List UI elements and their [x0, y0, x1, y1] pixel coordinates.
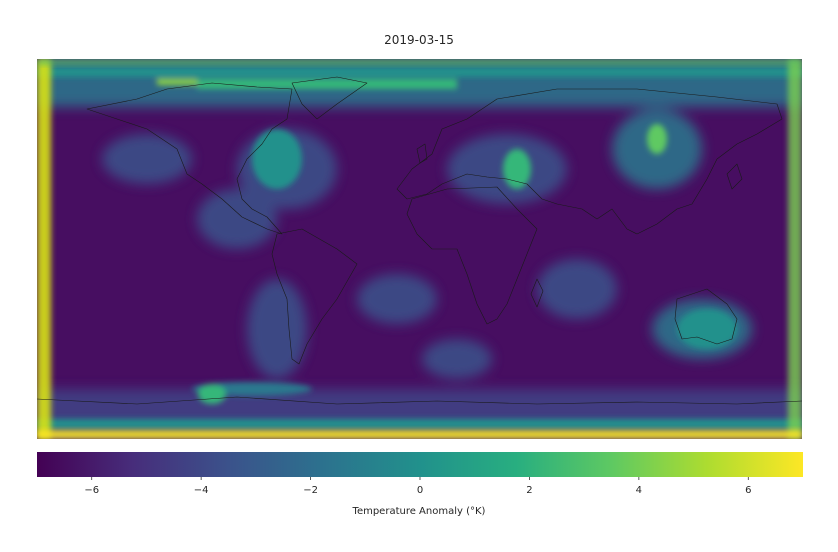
- colorbar-tick-label: 2: [526, 485, 532, 496]
- colorbar-tick-label: −6: [84, 485, 99, 496]
- colorbar-tick-label: 0: [417, 485, 423, 496]
- coast-europe-asia: [396, 88, 783, 235]
- colorbar-tick-label: 4: [636, 485, 642, 496]
- colorbar: −6 −4 −2 0 2 4 6: [37, 452, 803, 496]
- map-background: [37, 59, 802, 439]
- coast-north-america: [86, 82, 293, 235]
- coast-australia: [674, 288, 738, 345]
- colorbar-tick-label: −2: [303, 485, 318, 496]
- coast-antarctica: [37, 396, 802, 405]
- coast-madagascar: [530, 278, 544, 308]
- coast-japan: [726, 163, 743, 190]
- map-title: 2019-03-15: [384, 33, 454, 47]
- coast-africa: [406, 186, 538, 325]
- coast-south-america: [271, 228, 358, 365]
- anomaly-hotspots: [37, 67, 802, 429]
- temperature-anomaly-map: [37, 59, 802, 439]
- edge-artefacts: [37, 59, 802, 439]
- coastlines: [37, 76, 802, 405]
- colorbar-gradient: [37, 452, 803, 477]
- coast-greenland: [291, 76, 368, 120]
- colorbar-tick-label: 6: [745, 485, 751, 496]
- colorbar-label: Temperature Anomaly (°K): [352, 506, 486, 517]
- coast-uk: [416, 143, 428, 164]
- colorbar-tick-label: −4: [194, 485, 209, 496]
